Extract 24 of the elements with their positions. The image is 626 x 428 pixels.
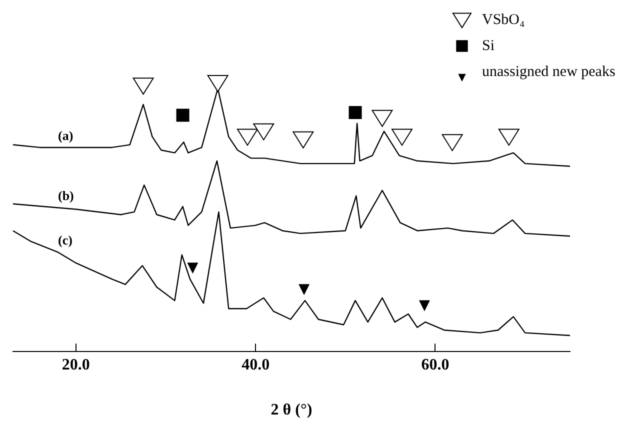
point	[372, 110, 393, 127]
x-tick-label: 40.0	[242, 356, 270, 374]
point	[498, 128, 520, 146]
point	[392, 128, 412, 146]
series-label: (b)	[58, 188, 74, 204]
legend-label: unassigned new peaks	[482, 64, 616, 80]
series-label: (a)	[58, 128, 74, 143]
point	[292, 131, 314, 148]
point	[418, 300, 430, 312]
point	[187, 262, 198, 274]
legend-label: Si	[482, 38, 495, 54]
point	[298, 284, 310, 296]
series-label: (c)	[58, 232, 72, 248]
point	[348, 106, 362, 120]
legend-label: VSbO₄	[482, 12, 525, 28]
x-tick-label: 20.0	[62, 356, 90, 374]
x-axis-title: 2 θ (°)	[270, 402, 312, 419]
point	[236, 128, 258, 146]
point	[253, 123, 274, 140]
x-tick-label: 60.0	[421, 356, 450, 374]
point	[207, 75, 228, 92]
point	[442, 134, 463, 152]
point	[132, 78, 154, 95]
point	[176, 108, 190, 122]
